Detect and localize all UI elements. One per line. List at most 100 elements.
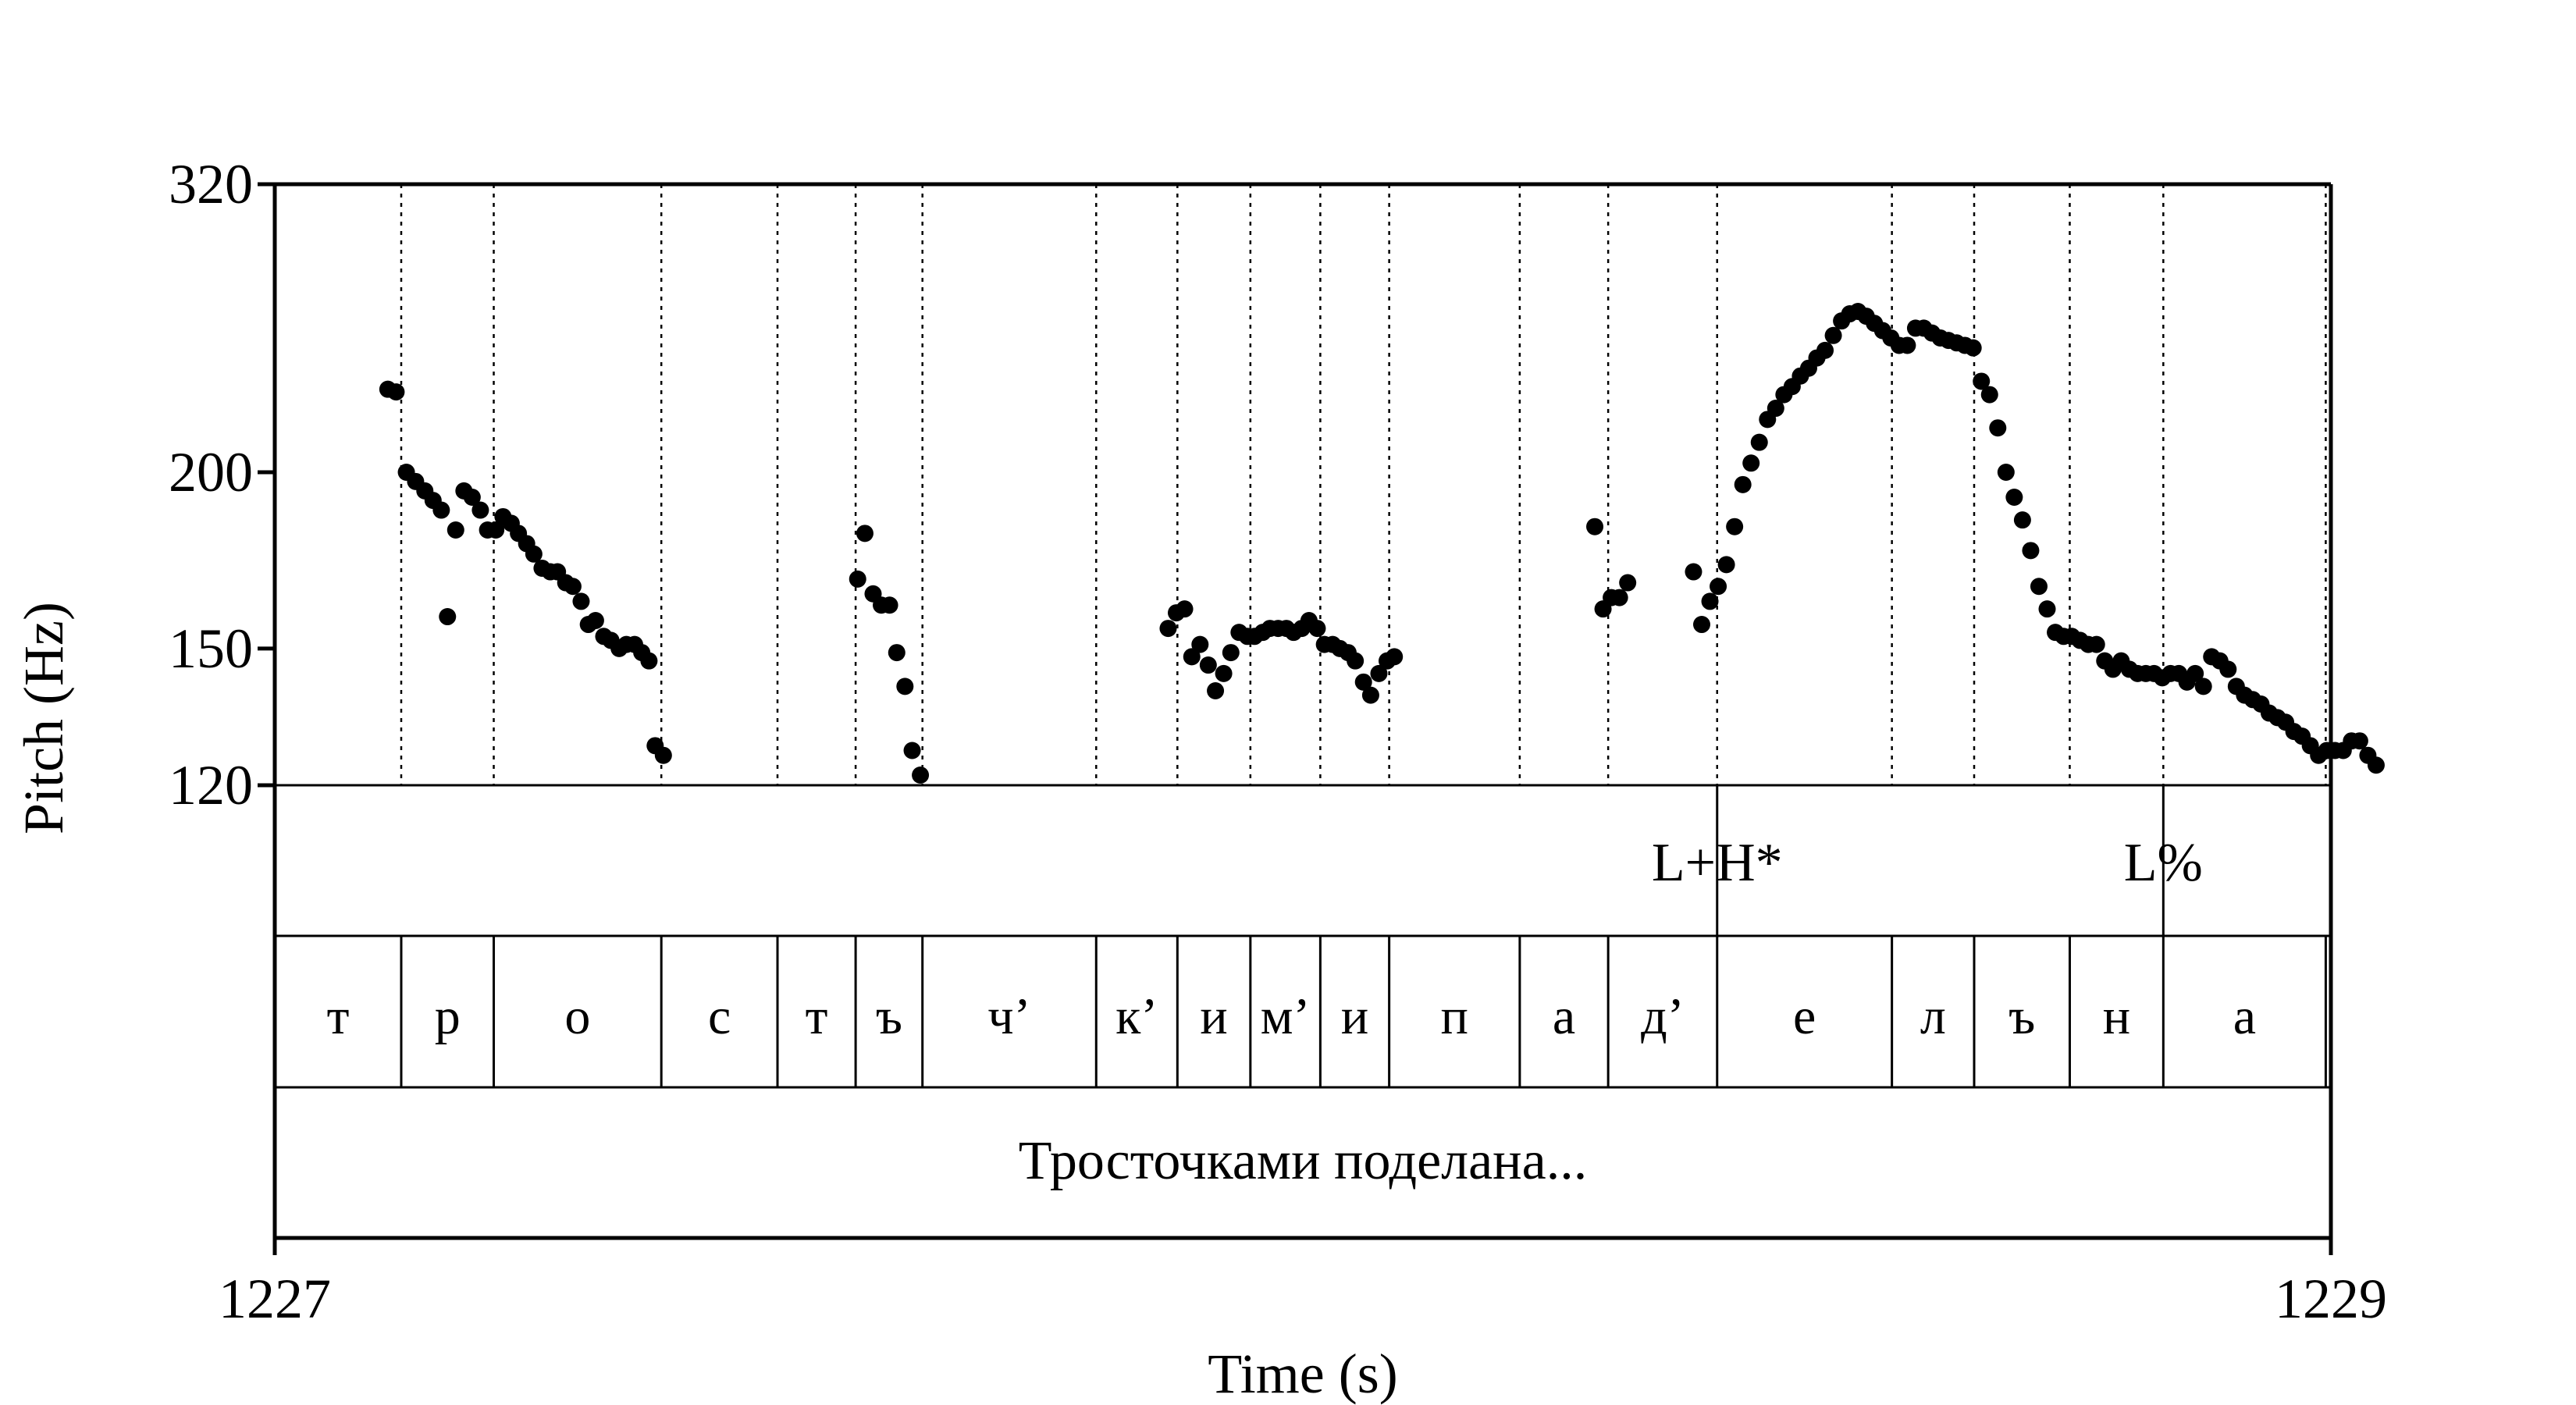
segment-label: к’ — [1115, 988, 1158, 1045]
pitch-point — [903, 742, 921, 759]
pitch-point — [1207, 681, 1225, 699]
pitch-point — [564, 578, 582, 596]
pitch-point — [881, 596, 898, 614]
pitch-point — [1183, 648, 1201, 666]
segment-label: н — [2103, 988, 2130, 1045]
pitch-point — [1750, 433, 1768, 451]
pitch-point — [2219, 660, 2237, 678]
segment-boundaries — [400, 184, 2327, 785]
pitch-point — [2030, 578, 2048, 596]
pitch-point — [1824, 326, 1842, 344]
pitch-point — [2038, 600, 2056, 618]
segment-label: т — [327, 988, 350, 1045]
pitch-point — [1734, 475, 1752, 493]
pitch-point — [2022, 542, 2040, 560]
pitch-point — [387, 383, 405, 401]
pitch-point — [1816, 341, 1834, 359]
pitch-point — [1215, 664, 1233, 682]
pitch-point — [1973, 372, 1991, 390]
pitch-point — [1989, 419, 2007, 437]
pitch-point — [1586, 518, 1604, 535]
pitch-point — [912, 767, 930, 784]
segment-label: а — [2233, 988, 2256, 1045]
pitch-point — [1354, 673, 1372, 691]
pitch-point — [463, 489, 481, 507]
y-axis-title: Pitch (Hz) — [12, 602, 75, 834]
y-tick-label: 150 — [169, 617, 253, 680]
pitch-point — [1191, 635, 1209, 653]
segment-label: с — [708, 988, 731, 1045]
segment-label: ъ — [2008, 988, 2035, 1045]
segment-label: и — [1341, 988, 1368, 1045]
pitch-point — [1997, 463, 2015, 481]
pitch-point — [1199, 656, 1217, 674]
segment-label: ъ — [876, 988, 902, 1045]
pitch-point — [1159, 620, 1177, 638]
y-tick-label: 320 — [169, 153, 253, 215]
segment-label: а — [1553, 988, 1575, 1045]
pitch-point — [896, 678, 914, 695]
pitch-point — [1347, 652, 1364, 670]
pitch-point — [1692, 616, 1710, 634]
segment-label: м’ — [1261, 988, 1311, 1045]
pitch-point — [447, 521, 464, 539]
y-tick-label: 120 — [169, 754, 253, 816]
pitch-point — [2013, 511, 2031, 529]
pitch-point — [1742, 454, 1760, 472]
segment-label: и — [1200, 988, 1227, 1045]
pitch-point — [2194, 678, 2212, 695]
segment-tier: т р о с т ъ ч’ к’ и м’ и п а д’ е л ъ н а — [327, 936, 2327, 1087]
pitch-point — [471, 501, 489, 519]
pitch-point — [2367, 756, 2385, 774]
x-tick-label-end: 1229 — [2275, 1268, 2387, 1330]
pitch-point — [525, 545, 543, 563]
pitch-point — [1898, 336, 1916, 354]
pitch-point — [1222, 644, 1240, 662]
sentence-label: Тросточками поделана... — [1019, 1131, 1587, 1191]
pitch-point — [1710, 578, 1727, 596]
pitch-point — [888, 644, 906, 662]
pitch-point — [1964, 339, 1982, 357]
pitch-point — [640, 652, 658, 670]
pitch-point — [1361, 686, 1379, 704]
pitch-point — [432, 501, 450, 519]
plot-frame — [272, 182, 2333, 1255]
tone-label: L+H* — [1652, 833, 1783, 893]
pitch-point — [1308, 620, 1326, 638]
pitch-point — [2350, 732, 2368, 750]
pitch-point — [586, 612, 604, 630]
pitch-point — [487, 521, 505, 539]
pitch-point — [2087, 635, 2105, 653]
segment-label: т — [806, 988, 828, 1045]
tone-label: L% — [2124, 833, 2203, 893]
segment-label: р — [435, 988, 461, 1045]
pitch-point — [849, 570, 866, 588]
segment-label: п — [1441, 988, 1468, 1045]
y-axis-ticks: 120 150 200 320 — [169, 153, 275, 816]
pitch-point — [654, 746, 672, 764]
x-axis-title: Time (s) — [1208, 1343, 1397, 1405]
pitch-points — [379, 303, 2385, 784]
pitch-point — [1619, 574, 1637, 592]
segment-label: д’ — [1641, 988, 1685, 1045]
segment-label: ч’ — [987, 988, 1030, 1045]
segment-label: о — [564, 988, 590, 1045]
pitch-point — [1726, 518, 1744, 535]
pitch-point — [2005, 489, 2023, 507]
tone-tier: L+H* L% — [1652, 785, 2203, 936]
pitch-point — [1610, 589, 1628, 606]
pitch-point — [1980, 386, 1998, 404]
x-tick-label-start: 1227 — [219, 1268, 331, 1330]
segment-label: л — [1920, 988, 1946, 1045]
pitch-point — [572, 592, 590, 610]
pitch-point — [1386, 648, 1404, 666]
segment-label: е — [1793, 988, 1816, 1045]
pitch-point — [1685, 563, 1703, 581]
pitch-point — [1701, 592, 1719, 610]
pitch-point — [1370, 664, 1388, 682]
pitch-point — [2186, 664, 2204, 682]
pitch-point — [1717, 556, 1735, 574]
pitch-point — [1176, 600, 1194, 618]
y-tick-label: 200 — [169, 441, 253, 503]
